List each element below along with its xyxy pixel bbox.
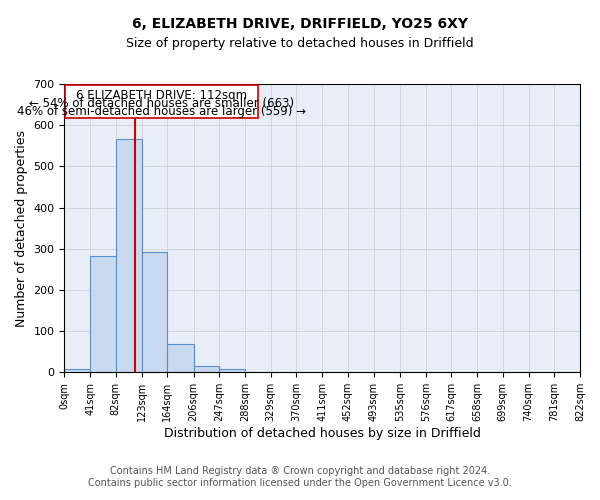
Y-axis label: Number of detached properties: Number of detached properties [15,130,28,326]
Text: ← 54% of detached houses are smaller (663): ← 54% of detached houses are smaller (66… [29,97,294,110]
Text: Contains HM Land Registry data ® Crown copyright and database right 2024.
Contai: Contains HM Land Registry data ® Crown c… [88,466,512,487]
FancyBboxPatch shape [65,85,258,118]
Text: 6 ELIZABETH DRIVE: 112sqm: 6 ELIZABETH DRIVE: 112sqm [76,88,247,102]
X-axis label: Distribution of detached houses by size in Driffield: Distribution of detached houses by size … [164,427,481,440]
Bar [142,252,167,372]
Text: 6, ELIZABETH DRIVE, DRIFFIELD, YO25 6XY: 6, ELIZABETH DRIVE, DRIFFIELD, YO25 6XY [132,18,468,32]
Bar [64,370,90,372]
Bar [167,344,194,372]
Bar [220,368,245,372]
Text: 46% of semi-detached houses are larger (559) →: 46% of semi-detached houses are larger (… [17,105,306,118]
Text: Size of property relative to detached houses in Driffield: Size of property relative to detached ho… [126,38,474,51]
Bar [116,139,142,372]
Bar [90,256,116,372]
Bar [194,366,220,372]
